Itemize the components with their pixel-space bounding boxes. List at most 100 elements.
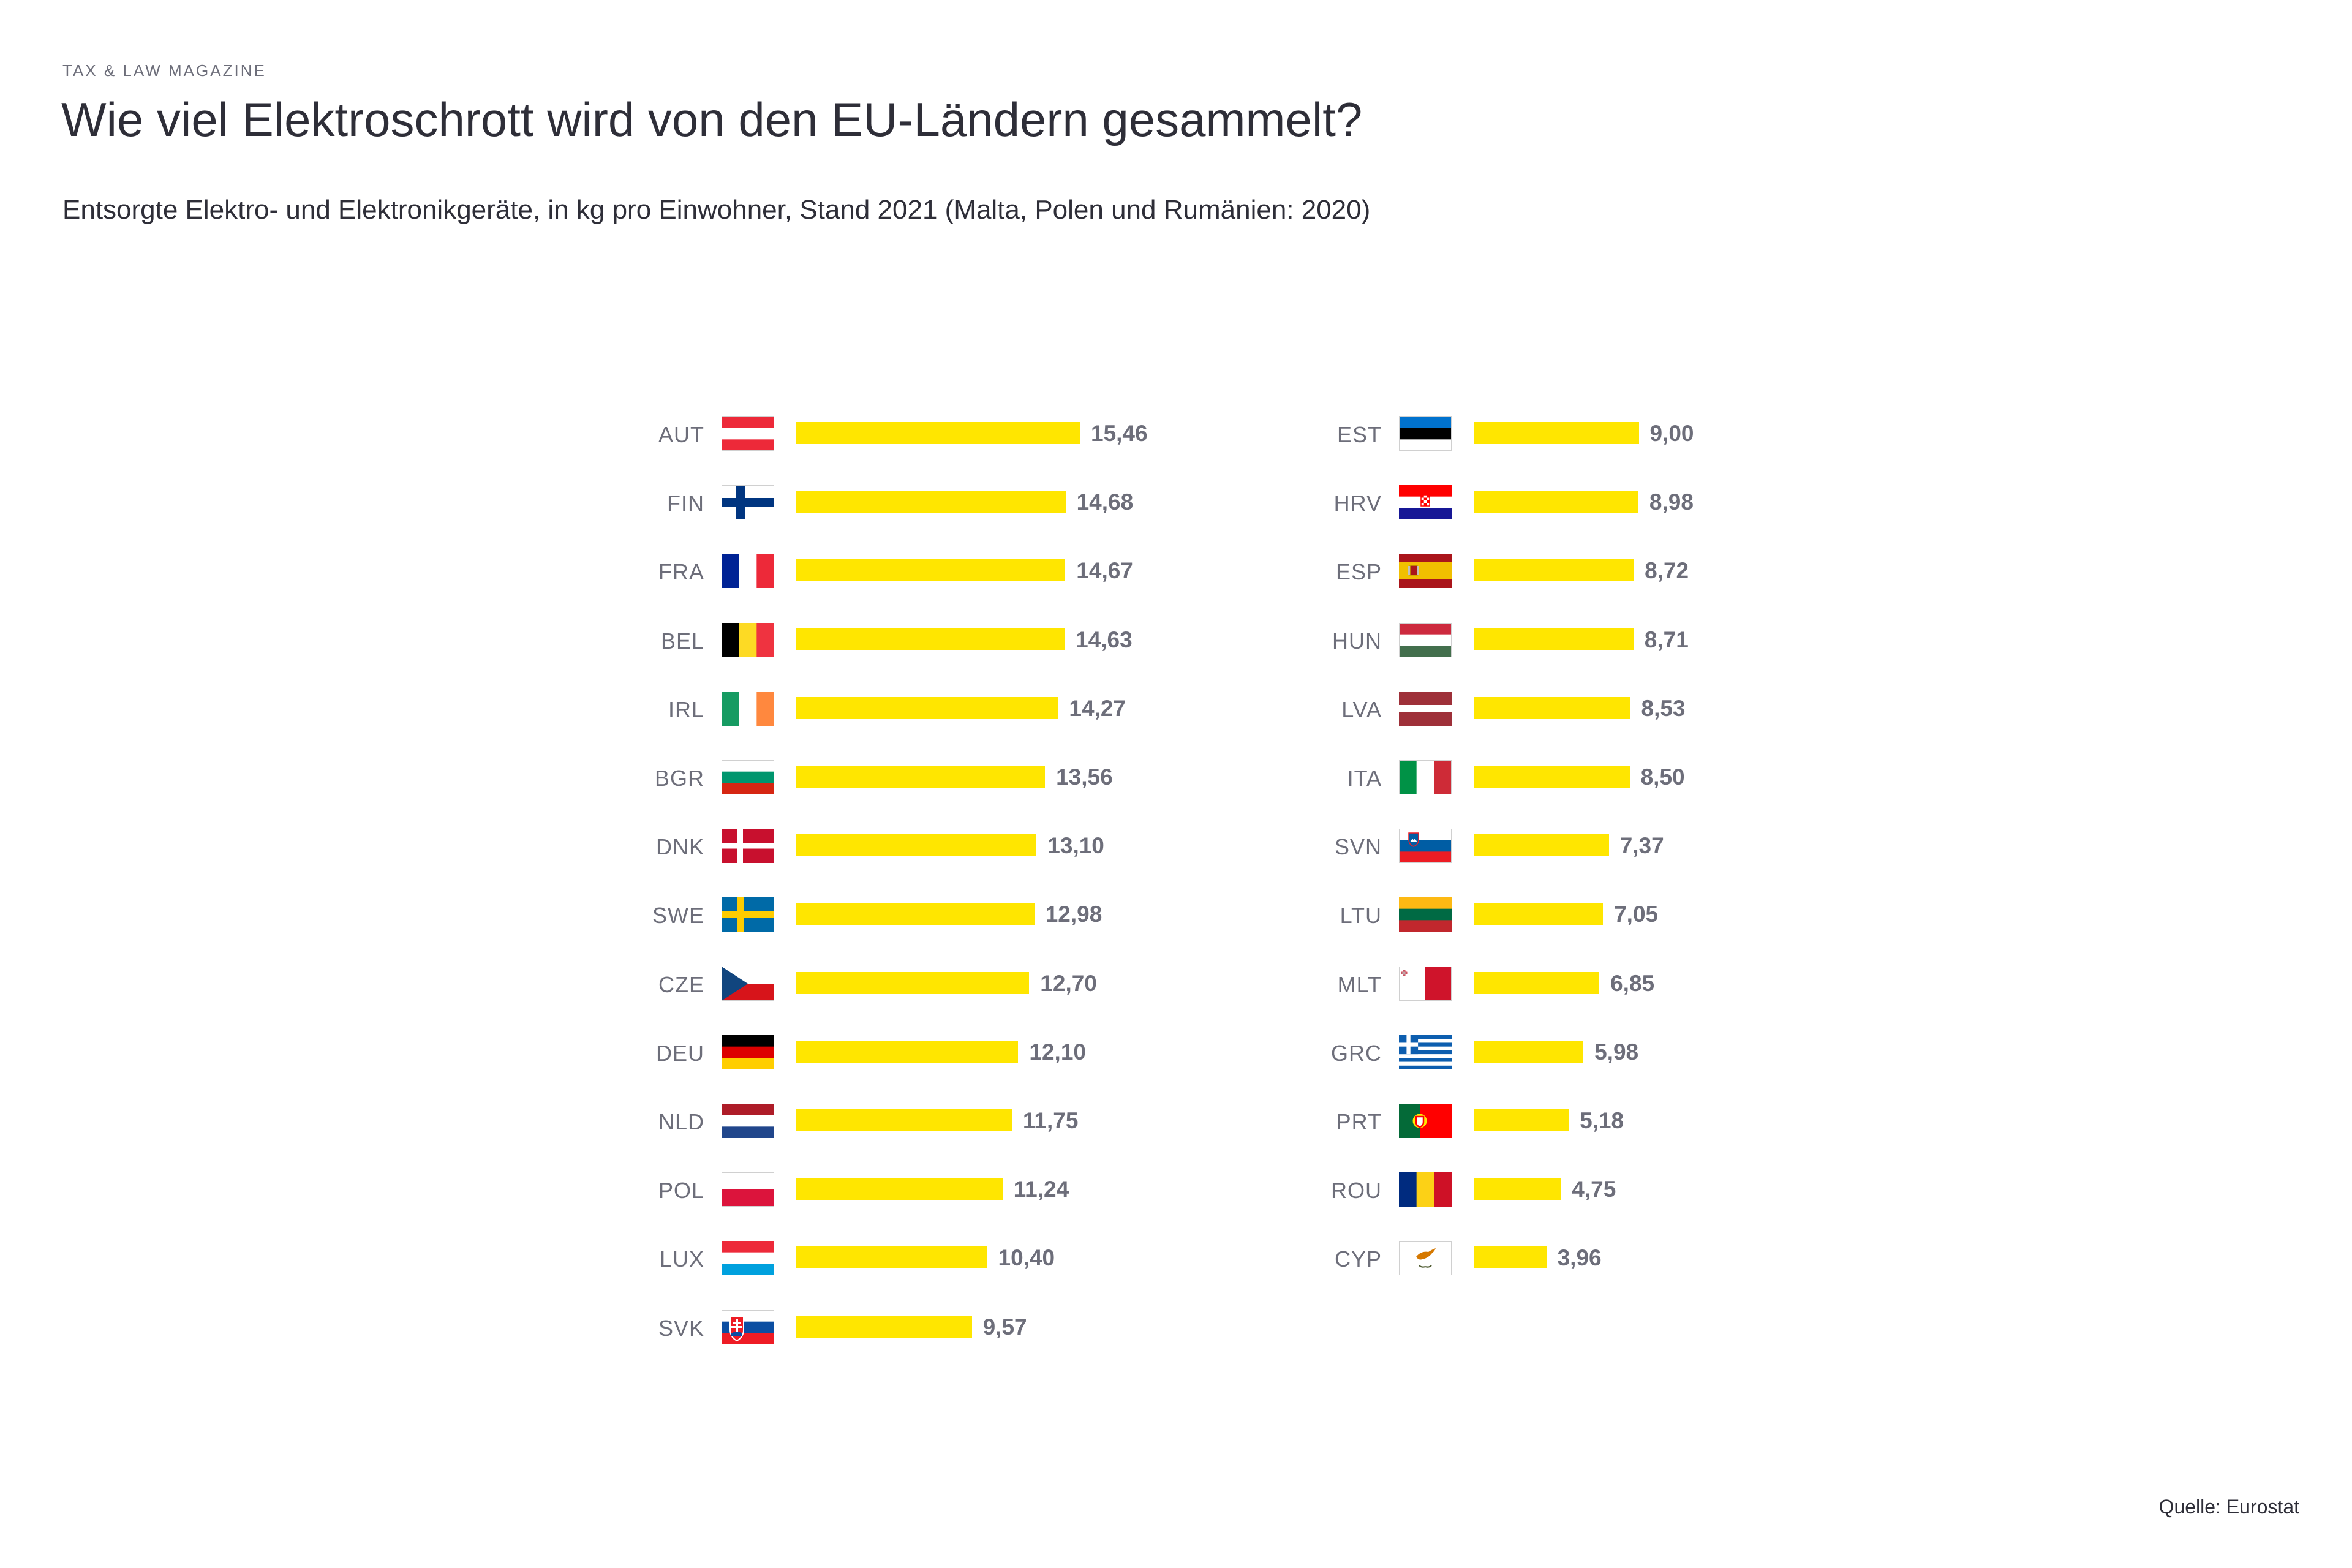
value-label: 8,98 xyxy=(1649,489,1694,515)
country-code-label: LVA xyxy=(1341,696,1382,722)
country-code-label: AUT xyxy=(658,422,704,447)
value-label: 14,67 xyxy=(1076,558,1133,584)
country-code-label: DEU xyxy=(655,1040,704,1066)
bar-grc xyxy=(1474,1040,1584,1063)
value-label: 7,05 xyxy=(1614,902,1659,927)
flag-lva-icon xyxy=(1399,691,1452,726)
country-code-label: POL xyxy=(658,1178,704,1204)
flag-ltu-icon xyxy=(1399,897,1452,932)
bar-swe xyxy=(796,903,1035,925)
value-label: 13,10 xyxy=(1047,833,1104,859)
country-code-label: HUN xyxy=(1332,628,1382,654)
country-code-label: BGR xyxy=(654,766,704,791)
bar-ltu xyxy=(1474,903,1604,925)
value-label: 15,46 xyxy=(1091,421,1148,446)
flag-dnk-icon xyxy=(722,829,774,864)
country-code-label: EST xyxy=(1336,422,1382,447)
flag-fin-icon xyxy=(722,485,774,520)
flag-svk-icon xyxy=(722,1310,774,1344)
country-code-label: NLD xyxy=(658,1109,704,1134)
country-code-label: CZE xyxy=(658,971,704,997)
bar-mlt xyxy=(1474,971,1600,994)
value-label: 14,27 xyxy=(1069,695,1126,721)
bar-svn xyxy=(1474,834,1609,857)
flag-hrv-icon xyxy=(1399,485,1452,520)
bar-irl xyxy=(796,696,1058,719)
country-code-label: HRV xyxy=(1333,491,1382,516)
kicker: TAX & LAW MAGAZINE xyxy=(62,61,266,80)
bar-est xyxy=(1474,422,1639,444)
country-code-label: GRC xyxy=(1331,1040,1382,1066)
bar-nld xyxy=(796,1109,1012,1131)
value-label: 6,85 xyxy=(1610,970,1655,996)
bar-hun xyxy=(1474,628,1634,650)
bar-pol xyxy=(796,1178,1003,1200)
bar-esp xyxy=(1474,559,1634,582)
value-label: 12,10 xyxy=(1029,1039,1086,1065)
country-code-label: ITA xyxy=(1347,766,1382,791)
value-label: 14,68 xyxy=(1076,489,1134,515)
country-code-label: SVN xyxy=(1334,834,1382,860)
bar-prt xyxy=(1474,1109,1569,1131)
value-label: 5,98 xyxy=(1594,1039,1639,1065)
value-label: 9,00 xyxy=(1649,421,1694,446)
country-code-label: ESP xyxy=(1335,559,1382,585)
bar-svk xyxy=(796,1315,972,1338)
country-code-label: LTU xyxy=(1340,903,1382,929)
flag-prt-icon xyxy=(1399,1104,1452,1138)
bar-cyp xyxy=(1474,1246,1547,1269)
source-note: Quelle: Eurostat xyxy=(2158,1496,2299,1518)
bar-hrv xyxy=(1474,491,1638,513)
value-label: 12,98 xyxy=(1045,902,1102,927)
bar-ita xyxy=(1474,766,1630,788)
country-code-label: LUX xyxy=(659,1246,704,1272)
value-label: 3,96 xyxy=(1557,1245,1602,1271)
value-label: 11,24 xyxy=(1013,1177,1069,1202)
flag-pol-icon xyxy=(722,1172,774,1207)
bar-rou xyxy=(1474,1178,1561,1200)
value-label: 8,50 xyxy=(1640,764,1685,790)
flag-cyp-icon xyxy=(1399,1241,1452,1276)
flag-nld-icon xyxy=(722,1104,774,1138)
bar-bel xyxy=(796,628,1065,650)
value-label: 8,72 xyxy=(1645,558,1689,584)
flag-aut-icon xyxy=(722,417,774,451)
bar-fin xyxy=(796,491,1066,513)
flag-swe-icon xyxy=(722,897,774,932)
value-label: 8,53 xyxy=(1641,695,1686,721)
value-label: 4,75 xyxy=(1572,1177,1616,1202)
flag-fra-icon xyxy=(722,554,774,589)
country-code-label: ROU xyxy=(1331,1178,1382,1204)
flag-ita-icon xyxy=(1399,760,1452,794)
value-label: 11,75 xyxy=(1022,1108,1079,1133)
country-code-label: SWE xyxy=(652,903,704,929)
bar-fra xyxy=(796,559,1066,582)
country-code-label: FIN xyxy=(667,491,704,516)
country-code-label: BEL xyxy=(660,628,704,654)
value-label: 13,56 xyxy=(1056,764,1113,790)
country-code-label: DNK xyxy=(655,834,704,860)
flag-irl-icon xyxy=(722,691,774,726)
flag-cze-icon xyxy=(722,966,774,1001)
bar-deu xyxy=(796,1040,1019,1063)
country-code-label: IRL xyxy=(668,696,704,722)
country-code-label: CYP xyxy=(1334,1246,1382,1272)
flag-deu-icon xyxy=(722,1035,774,1069)
flag-est-icon xyxy=(1399,417,1452,451)
flag-mlt-icon xyxy=(1399,966,1452,1001)
value-label: 12,70 xyxy=(1040,970,1097,996)
flag-lux-icon xyxy=(722,1241,774,1276)
bar-cze xyxy=(796,971,1030,994)
country-code-label: SVK xyxy=(658,1315,704,1341)
flag-rou-icon xyxy=(1399,1172,1452,1207)
bar-lux xyxy=(796,1246,987,1269)
chart-title: Wie viel Elektroschrott wird von den EU-… xyxy=(61,92,1363,146)
flag-bgr-icon xyxy=(722,760,774,794)
flag-bel-icon xyxy=(722,622,774,657)
bar-bgr xyxy=(796,766,1046,788)
bar-lva xyxy=(1474,696,1630,719)
country-code-label: FRA xyxy=(658,559,704,585)
flag-hun-icon xyxy=(1399,622,1452,657)
value-label: 9,57 xyxy=(982,1314,1027,1340)
